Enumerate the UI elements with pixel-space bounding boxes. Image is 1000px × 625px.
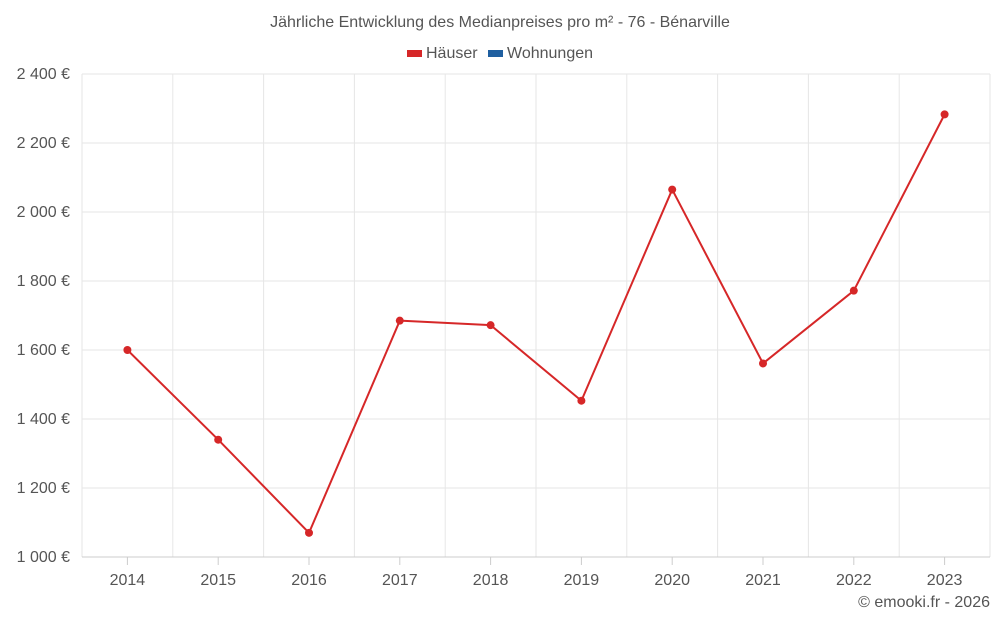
x-tick-label: 2019 [564,572,600,589]
chart-legend: Häuser Wohnungen [0,44,1000,63]
legend-swatch-apartments [488,50,504,57]
chart-title: Jährliche Entwicklung des Medianpreises … [270,14,730,31]
data-point[interactable] [940,110,949,119]
data-point[interactable] [486,321,495,330]
legend-swatch-houses [406,50,422,57]
x-tick-label: 2015 [200,572,236,589]
y-tick-label: 1 600 € [17,342,70,359]
x-tick-label: 2020 [654,572,690,589]
x-tick-label: 2018 [473,572,509,589]
y-tick-label: 1 400 € [17,411,70,428]
data-point[interactable] [395,316,404,325]
data-point[interactable] [577,396,586,405]
y-tick-label: 1 800 € [17,273,70,290]
data-point[interactable] [849,286,858,295]
y-tick-label: 1 200 € [17,480,70,497]
credit-text: © emooki.fr - 2026 [858,594,990,611]
y-tick-label: 1 000 € [17,549,70,566]
x-tick-label: 2016 [291,572,327,589]
x-tick-label: 2017 [382,572,418,589]
series-line-0 [126,113,946,534]
x-tick-label: 2022 [836,572,872,589]
legend-item-houses[interactable]: Häuser [406,44,478,63]
y-tick-label: 2 400 € [17,66,70,83]
x-tick-label: 2021 [745,572,781,589]
legend-item-apartments[interactable]: Wohnungen [488,45,593,63]
y-tick-label: 2 000 € [17,204,70,221]
data-point[interactable] [214,435,223,444]
y-tick-label: 2 200 € [17,135,70,152]
data-point[interactable] [759,359,767,368]
data-point[interactable] [668,185,677,194]
legend-label-apartments: Wohnungen [507,44,594,62]
data-point[interactable] [305,528,313,537]
x-tick-label: 2014 [110,572,146,589]
legend-label-houses: Häuser [425,44,478,62]
x-tick-label: 2023 [927,572,963,589]
data-point[interactable] [123,346,132,354]
